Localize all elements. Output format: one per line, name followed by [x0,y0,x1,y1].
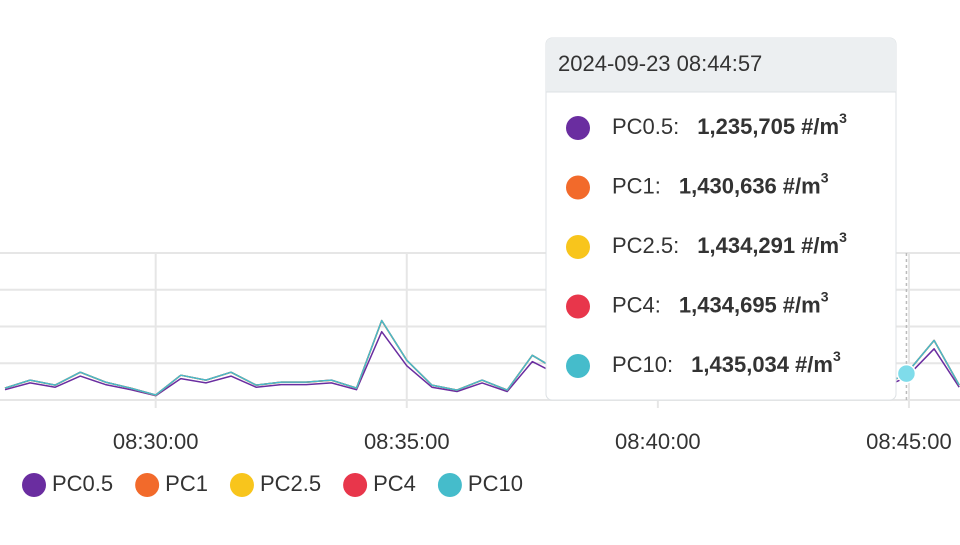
legend-item[interactable]: PC10 [437,471,523,497]
tooltip-unit: #/m [783,173,821,198]
tooltip-unit: #/m [801,114,839,139]
tooltip-row: PC1: 1,430,636 #/m3 [612,169,829,198]
tooltip-row: PC10: 1,435,034 #/m3 [612,348,841,377]
tooltip-unit-power: 3 [833,348,841,364]
tooltip-value: 1,235,705 [697,114,795,139]
legend-label: PC1 [165,471,208,496]
tooltip-value: 1,430,636 [679,173,777,198]
hover-point [896,363,917,384]
legend-item[interactable]: PC0.5 [22,471,113,497]
tooltip-series-name: PC0.5: [612,114,679,139]
tooltip-series-name: PC1: [612,173,661,198]
legend-swatch [135,473,160,497]
legend-swatch [343,473,368,497]
tooltip-row: PC0.5: 1,235,705 #/m3 [612,110,847,139]
tooltip-header [546,38,896,92]
legend-label: PC0.5 [52,471,113,496]
tooltip-row: PC2.5: 1,434,291 #/m3 [612,229,847,258]
tooltip-swatch [566,175,590,200]
x-tick-label: 08:35:00 [364,429,450,454]
tooltip-title: 2024-09-23 08:44:57 [558,51,762,76]
legend-label: PC10 [468,471,523,496]
legend-label: PC2.5 [260,471,321,496]
tooltip-swatch [566,235,590,259]
tooltip-swatch [566,116,590,140]
tooltip-swatch [566,354,590,378]
legend-item[interactable]: PC2.5 [229,471,321,497]
legend: PC0.5 PC1 PC2.5 PC4 PC10 [22,471,523,497]
tooltip-series-name: PC2.5: [612,233,679,258]
legend-item[interactable]: PC4 [343,471,416,497]
x-tick-label: 08:45:00 [866,429,952,454]
x-tick-label: 08:40:00 [615,429,701,454]
legend-swatch [229,473,254,497]
tooltip: 2024-09-23 08:44:57 PC0.5: 1,235,705 #/m3P… [545,37,897,401]
tooltip-series-name: PC10: [612,352,673,377]
tooltip-value: 1,434,291 [697,233,795,258]
tooltip-swatch [566,294,590,319]
tooltip-unit: #/m [795,352,833,377]
tooltip-unit-power: 3 [839,229,847,245]
x-tick-label: 08:30:00 [113,429,199,454]
tooltip-value: 1,435,034 [691,352,790,377]
tooltip-value: 1,434,695 [679,292,777,317]
legend-item[interactable]: PC1 [135,471,208,497]
tooltip-unit-power: 3 [821,169,829,185]
tooltip-row: PC4: 1,434,695 #/m3 [612,288,829,317]
legend-swatch [437,473,462,497]
tooltip-unit: #/m [801,233,839,258]
legend-swatch [22,473,46,497]
tooltip-unit: #/m [783,292,821,317]
tooltip-unit-power: 3 [839,110,847,126]
legend-label: PC4 [373,471,416,496]
tooltip-unit-power: 3 [821,288,829,304]
tooltip-series-name: PC4: [612,292,661,317]
